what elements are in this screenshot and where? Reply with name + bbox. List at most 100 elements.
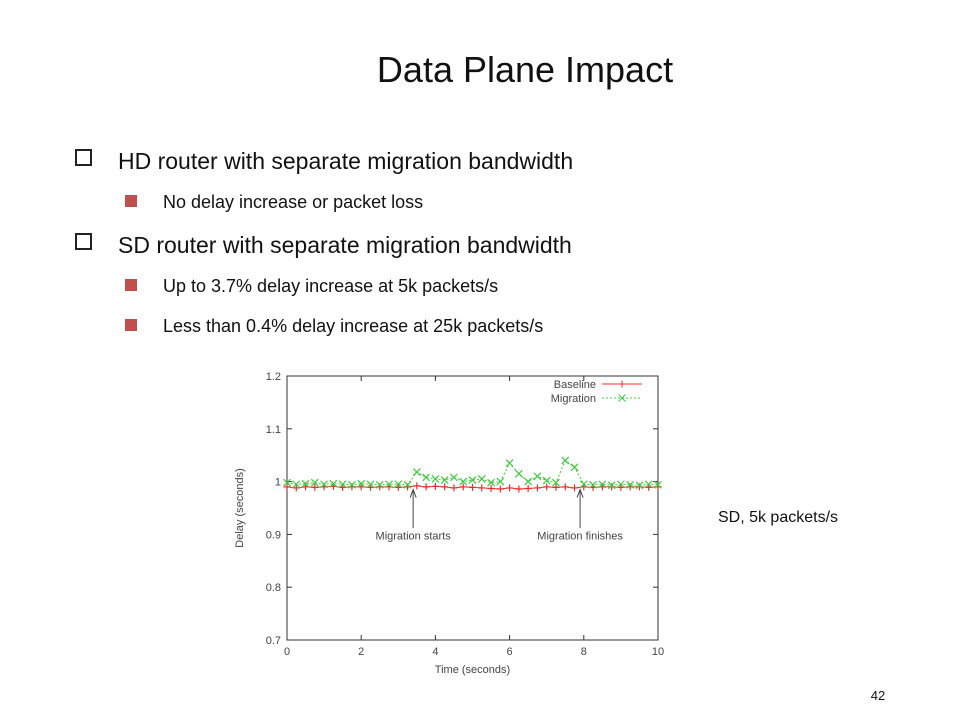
data-point — [375, 480, 384, 489]
legend-marker — [618, 394, 626, 402]
data-point — [329, 479, 338, 488]
caption: SD, 5k packets/s — [718, 509, 838, 526]
data-point — [292, 484, 300, 492]
data-point — [515, 485, 523, 493]
data-point — [524, 477, 533, 486]
data-point — [385, 480, 393, 489]
data-point — [413, 482, 421, 490]
x-tick-label: 0 — [284, 646, 290, 658]
data-point — [616, 480, 625, 489]
sub-bullet-square — [125, 319, 137, 331]
data-point — [496, 477, 505, 486]
sub-bullet: Up to 3.7% delay increase at 5k packets/… — [163, 276, 498, 296]
y-tick-label: 0.8 — [266, 582, 281, 594]
legend-label: Baseline — [554, 379, 596, 391]
y-axis-label: Delay (seconds) — [234, 468, 246, 547]
x-tick-label: 2 — [358, 646, 364, 658]
bullet: HD router with separate migration bandwi… — [118, 148, 573, 174]
annotation: Migration starts — [376, 531, 452, 543]
data-point — [506, 484, 514, 492]
data-point — [477, 475, 486, 483]
data-point — [533, 484, 541, 492]
data-point — [366, 480, 375, 489]
data-point — [310, 478, 319, 487]
y-tick-label: 1.2 — [266, 371, 281, 383]
arrow-head — [409, 488, 417, 498]
data-point — [292, 480, 301, 489]
slide-title: Data Plane Impact — [377, 49, 673, 90]
data-point — [431, 482, 439, 490]
data-point — [283, 483, 291, 491]
data-point — [505, 459, 514, 468]
data-point — [311, 483, 319, 491]
data-point — [487, 484, 495, 492]
data-point — [654, 480, 662, 489]
x-tick-label: 8 — [581, 646, 587, 658]
data-point — [422, 483, 430, 491]
legend-label: Migration — [551, 393, 596, 405]
data-point — [635, 481, 644, 490]
x-axis-label: Time (seconds) — [435, 664, 510, 676]
sub-bullet: No delay increase or packet loss — [163, 192, 423, 212]
data-point — [478, 484, 486, 492]
data-point — [440, 476, 449, 484]
data-point — [542, 476, 551, 485]
data-point — [533, 472, 542, 481]
data-point — [552, 483, 560, 491]
data-point — [301, 479, 310, 488]
data-point — [496, 485, 504, 493]
data-point — [561, 456, 570, 465]
data-point — [469, 483, 476, 491]
data-point — [626, 480, 635, 489]
data-point — [487, 478, 495, 487]
data-point — [598, 480, 607, 489]
data-point — [394, 480, 403, 489]
chart: 0 2 4 6 8 10 0.7 0.8 0.9 1 1.1 1.2 Time (seconds) Del… — [234, 362, 670, 688]
data-point — [459, 477, 468, 486]
series-line — [286, 459, 659, 486]
data-point — [403, 480, 412, 489]
x-tick-label: 10 — [652, 646, 664, 658]
chart-background — [258, 362, 670, 688]
bullet-square — [75, 233, 92, 250]
data-point — [338, 480, 347, 489]
sub-bullet-square — [125, 195, 137, 207]
data-point — [543, 483, 551, 491]
data-point — [320, 480, 329, 489]
arrow-head — [576, 488, 584, 498]
data-point — [412, 468, 421, 477]
data-point — [450, 473, 458, 482]
data-point — [570, 463, 579, 472]
data-point — [459, 483, 467, 491]
page-number: 42 — [871, 688, 885, 703]
x-tick-label: 6 — [507, 646, 513, 658]
y-tick-label: 1 — [275, 477, 281, 489]
data-point — [571, 484, 579, 492]
annotation: Migration finishes — [537, 531, 623, 543]
data-point — [283, 478, 291, 487]
data-point — [552, 478, 560, 487]
data-point — [357, 479, 366, 488]
data-point — [450, 484, 458, 492]
data-point — [524, 484, 532, 492]
data-point — [348, 480, 356, 489]
data-point — [431, 475, 440, 483]
sub-bullet-square — [125, 279, 137, 291]
y-tick-label: 1.1 — [266, 424, 281, 436]
data-point — [468, 476, 477, 484]
x-tick-label: 4 — [432, 646, 438, 658]
data-point — [589, 480, 597, 489]
bullet: SD router with separate migration bandwi… — [118, 232, 572, 258]
data-point — [607, 481, 616, 490]
bullet-square — [75, 149, 92, 166]
y-tick-label: 0.9 — [266, 529, 281, 541]
sub-bullet: Less than 0.4% delay increase at 25k pac… — [163, 316, 543, 336]
y-tick-label: 0.7 — [266, 635, 281, 647]
data-point — [514, 469, 523, 478]
plot-frame — [286, 375, 659, 641]
data-point — [441, 483, 449, 491]
legend-marker — [618, 380, 626, 388]
data-point — [422, 473, 431, 482]
